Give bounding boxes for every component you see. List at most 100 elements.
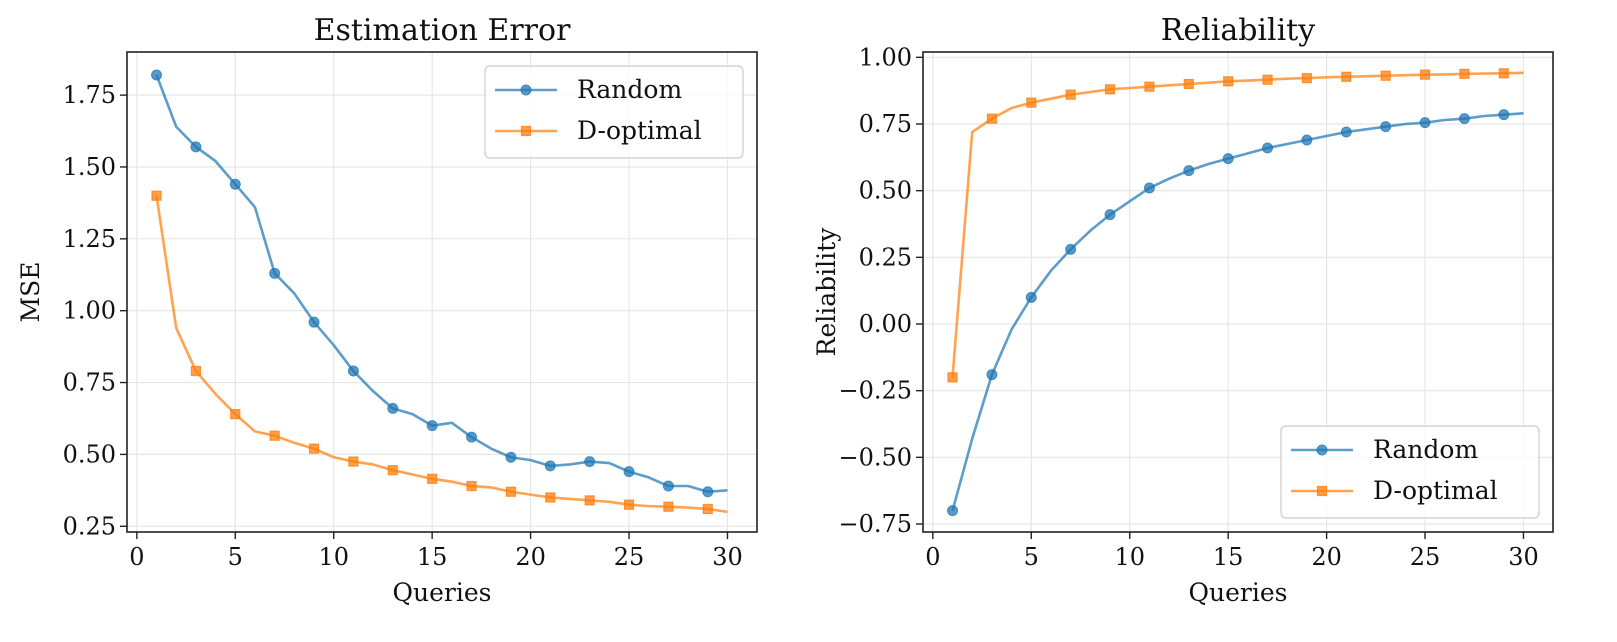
- x-tick-label: 5: [1024, 543, 1039, 571]
- x-tick-label: 30: [712, 543, 743, 571]
- data-point: [190, 365, 202, 377]
- y-tick-label: 0.25: [63, 512, 116, 540]
- data-point: [1143, 182, 1155, 194]
- data-point: [1498, 109, 1510, 121]
- y-tick-label: 1.50: [63, 153, 116, 181]
- axes-frame: [922, 51, 1554, 533]
- data-point: [1104, 209, 1116, 221]
- data-point: [505, 451, 517, 463]
- y-tick-label: −0.50: [838, 443, 912, 471]
- data-point: [584, 456, 596, 468]
- legend-entry-random: Random: [1291, 435, 1478, 464]
- legend-marker-shape: [1316, 444, 1328, 456]
- data-point: [151, 69, 163, 81]
- y-tick-label: 0.75: [859, 110, 912, 138]
- legend-label-random: Random: [577, 75, 682, 104]
- data-point: [269, 267, 281, 279]
- data-point: [1262, 74, 1273, 85]
- y-tick-label: 0.25: [859, 243, 912, 271]
- x-tick-label: 10: [318, 543, 349, 571]
- x-tick-label: 25: [614, 543, 645, 571]
- y-tick-label: 1.00: [63, 297, 116, 325]
- y-tick-label: 0.50: [63, 440, 116, 468]
- series-random: [947, 109, 1524, 517]
- y-tick-label: −0.25: [838, 377, 912, 405]
- series-layer: [151, 69, 728, 515]
- data-point: [1340, 126, 1352, 138]
- x-tick-label: 0: [129, 543, 144, 571]
- data-point: [190, 141, 202, 153]
- x-axis-label: Queries: [1189, 578, 1288, 607]
- x-tick-label: 15: [1213, 543, 1244, 571]
- chart-title: Reliability: [1161, 13, 1315, 48]
- data-point: [623, 499, 635, 510]
- data-point: [1419, 69, 1431, 80]
- legend-marker-shape: [1316, 485, 1328, 497]
- data-point: [545, 492, 556, 503]
- legend-label-doptimal: D-optimal: [1373, 476, 1498, 505]
- x-tick-label: 20: [1311, 543, 1342, 571]
- y-tick-label: 1.25: [63, 225, 116, 253]
- data-point: [544, 460, 556, 472]
- x-axis-label: Queries: [393, 578, 492, 607]
- data-point: [269, 430, 280, 441]
- y-axis-label: Reliability: [812, 227, 841, 357]
- data-point: [1301, 134, 1313, 146]
- data-point: [347, 365, 359, 377]
- data-point: [1144, 81, 1155, 92]
- series-line: [951, 71, 1524, 378]
- data-point: [466, 431, 478, 443]
- data-point: [505, 486, 517, 497]
- x-tick-label: 0: [925, 543, 940, 571]
- series-doptimal: [947, 68, 1524, 383]
- series-line: [155, 195, 728, 514]
- data-point: [1183, 78, 1194, 90]
- data-point: [986, 113, 998, 124]
- data-point: [1380, 70, 1391, 81]
- data-point: [1380, 121, 1392, 133]
- legend-marker-random: [520, 84, 532, 96]
- legend-marker-random: [1316, 444, 1328, 456]
- legend-entry-random: Random: [495, 75, 682, 104]
- data-point: [1458, 113, 1470, 125]
- data-point: [1183, 165, 1195, 177]
- mse-chart: 0 5 10 15 20 25 30 0.25 0.50 0.75 1.00 1.25 1.50 1.75…: [16, 13, 758, 607]
- data-point: [229, 178, 241, 190]
- chart-title: Estimation Error: [314, 13, 571, 48]
- ticks: 0 5 10 15 20 25 30 0.25 0.50 0.75 1.00 1.25 1.50 1.75: [63, 81, 743, 571]
- x-tick-label: 20: [515, 543, 546, 571]
- data-point: [1498, 68, 1509, 79]
- data-point: [387, 402, 399, 414]
- legend: Random D-optimal: [1280, 425, 1540, 519]
- x-tick-label: 30: [1508, 543, 1539, 571]
- data-point: [1026, 97, 1037, 108]
- x-tick-label: 10: [1114, 543, 1145, 571]
- data-point: [662, 480, 674, 492]
- y-tick-label: 0.50: [859, 177, 912, 205]
- data-point: [1065, 89, 1076, 100]
- data-point: [230, 409, 241, 420]
- x-tick-label: 15: [417, 543, 448, 571]
- legend-marker-doptimal: [1316, 485, 1328, 497]
- y-tick-label: 1.75: [63, 81, 116, 109]
- data-point: [348, 456, 359, 467]
- data-point: [466, 480, 477, 492]
- data-point: [1262, 142, 1274, 154]
- y-axis-label: MSE: [16, 262, 45, 323]
- legend-marker-shape: [520, 125, 532, 137]
- y-tick-label: −0.75: [838, 510, 912, 538]
- data-point: [702, 503, 713, 515]
- data-point: [1104, 84, 1116, 95]
- data-point: [584, 495, 595, 506]
- legend: Random D-optimal: [484, 65, 744, 159]
- legend-marker-shape: [520, 84, 532, 96]
- legend-entry-doptimal: D-optimal: [495, 116, 702, 145]
- data-point: [1223, 76, 1234, 87]
- series-doptimal: [151, 190, 728, 515]
- ticks: 0 5 10 15 20 25 30 −0.75 −0.50 −0.25 0.00 0.25 0.50 0…: [838, 43, 1538, 571]
- y-tick-label: 1.00: [859, 43, 912, 71]
- data-point: [1065, 243, 1077, 255]
- y-tick-label: 0.00: [859, 310, 912, 338]
- data-point: [426, 420, 438, 432]
